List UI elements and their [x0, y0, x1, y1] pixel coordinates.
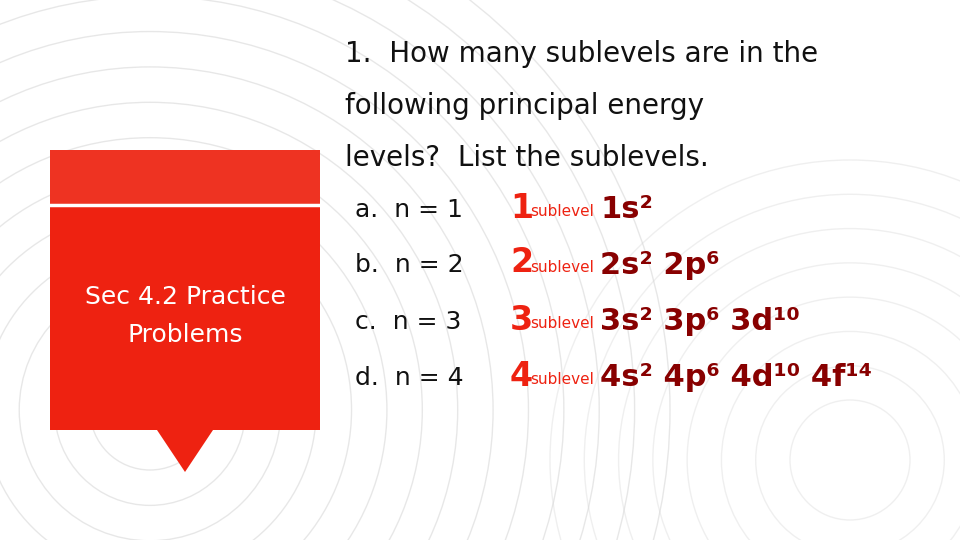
- Text: Problems: Problems: [128, 322, 243, 347]
- Text: a.  n = 1: a. n = 1: [355, 198, 463, 222]
- Bar: [50, 150, 320, 205]
- Text: sublevel: sublevel: [530, 205, 594, 219]
- Text: 1s²: 1s²: [600, 195, 653, 225]
- Text: 2: 2: [510, 246, 533, 280]
- Text: 1: 1: [510, 192, 533, 225]
- Text: levels?  List the sublevels.: levels? List the sublevels.: [345, 144, 708, 172]
- Text: 2s² 2p⁶: 2s² 2p⁶: [600, 251, 720, 280]
- Text: c.  n = 3: c. n = 3: [355, 310, 462, 334]
- Text: sublevel: sublevel: [530, 316, 594, 332]
- Text: sublevel: sublevel: [530, 260, 594, 274]
- Text: b.  n = 2: b. n = 2: [355, 253, 464, 277]
- Text: 4s² 4p⁶ 4d¹⁰ 4f¹⁴: 4s² 4p⁶ 4d¹⁰ 4f¹⁴: [600, 363, 872, 393]
- Text: Sec 4.2 Practice: Sec 4.2 Practice: [84, 286, 285, 309]
- Text: d.  n = 4: d. n = 4: [355, 366, 464, 390]
- Text: 3s² 3p⁶ 3d¹⁰: 3s² 3p⁶ 3d¹⁰: [600, 307, 800, 336]
- Polygon shape: [157, 430, 213, 472]
- Bar: [50, 205, 320, 430]
- Text: sublevel: sublevel: [530, 373, 594, 388]
- Text: 1.  How many sublevels are in the: 1. How many sublevels are in the: [345, 40, 818, 68]
- Text: 3: 3: [510, 303, 533, 336]
- Text: 4: 4: [510, 360, 533, 393]
- Text: following principal energy: following principal energy: [345, 92, 704, 120]
